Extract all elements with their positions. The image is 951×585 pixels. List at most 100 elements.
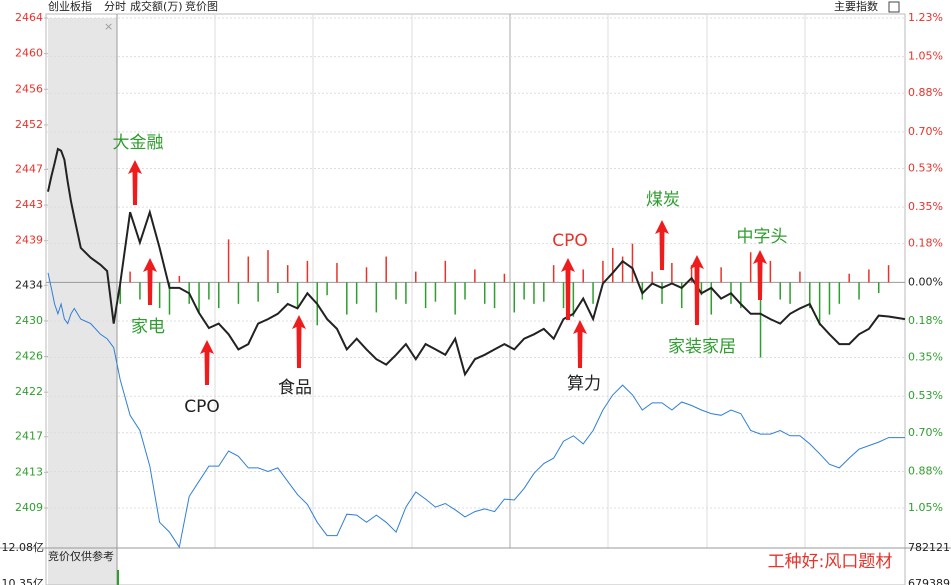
change-bar <box>158 282 161 309</box>
change-bar <box>365 267 368 283</box>
volume-stub <box>117 570 119 585</box>
y-tick-label: 2422 <box>15 385 43 398</box>
change-bar <box>789 282 791 304</box>
arrow <box>200 340 214 385</box>
y2-tick-label: 0.00% <box>908 275 943 288</box>
change-bar <box>848 273 850 283</box>
change-bar <box>208 282 210 300</box>
y-tick-label: 2413 <box>15 465 43 478</box>
change-bar <box>759 282 762 358</box>
annotation: 家电 <box>131 317 165 337</box>
change-bar <box>415 271 417 283</box>
arrow <box>128 160 142 205</box>
change-bar <box>168 282 171 315</box>
volume-label: 10.35亿 <box>2 577 45 585</box>
annotation: CPO <box>552 231 588 251</box>
change-bar <box>799 271 801 283</box>
arrow <box>573 320 587 368</box>
y2-tick-label: 0.18% <box>908 314 943 327</box>
change-bar <box>720 267 722 283</box>
arrow <box>690 255 704 325</box>
y2-tick-label: 0.18% <box>908 237 943 250</box>
change-bar <box>680 282 683 309</box>
change-bar <box>769 260 772 283</box>
change-bar <box>612 247 614 283</box>
change-bar <box>355 282 358 304</box>
annotation: 食品 <box>278 378 312 398</box>
vertical-grid <box>116 14 806 585</box>
change-bar <box>277 282 279 294</box>
y-tick-label: 2409 <box>15 501 43 514</box>
change-bar <box>178 275 181 283</box>
change-bar <box>139 282 141 300</box>
change-bar <box>257 282 259 302</box>
change-bar <box>740 282 742 309</box>
y2-tick-label: 0.88% <box>908 86 943 99</box>
change-bar <box>296 282 299 309</box>
change-bar <box>602 260 604 283</box>
change-bar <box>779 282 781 300</box>
y2-tick-label: 1.23% <box>908 11 943 24</box>
header-tab[interactable]: 分时 <box>104 0 126 13</box>
arrow <box>143 258 157 305</box>
change-bar <box>513 282 516 313</box>
y2-tick-label: 1.05% <box>908 501 943 514</box>
change-bar <box>828 282 831 315</box>
change-bar <box>385 256 387 283</box>
change-bar <box>503 273 506 283</box>
volume-label: 12.08亿 <box>2 541 45 554</box>
volume-label: 782121 <box>908 541 950 554</box>
auction-note: 竞价仅供参考 <box>48 549 114 563</box>
y-tick-label: 2456 <box>15 82 43 95</box>
y-tick-label: 2430 <box>15 314 43 327</box>
change-bar <box>247 256 250 283</box>
change-bar <box>375 282 378 313</box>
change-bar <box>454 282 456 315</box>
y2-tick-label: 0.35% <box>908 351 943 364</box>
change-bar <box>710 282 713 315</box>
volume-label: 679389 <box>908 577 950 585</box>
change-bar <box>671 263 673 283</box>
change-bar <box>326 282 328 296</box>
change-bar <box>483 282 486 304</box>
y-tick-label: 2452 <box>15 118 43 131</box>
change-bar <box>552 265 555 283</box>
change-bar <box>129 271 131 283</box>
change-bar <box>592 282 594 304</box>
plot-frame <box>45 13 906 585</box>
change-bar <box>306 260 309 283</box>
change-bar <box>395 282 397 300</box>
change-bar <box>858 282 860 300</box>
change-bar <box>621 256 624 283</box>
change-bar <box>493 282 496 309</box>
change-bar <box>523 282 525 300</box>
change-bar <box>877 282 880 294</box>
change-bar <box>217 282 220 309</box>
panel-icon[interactable] <box>888 1 900 13</box>
change-bar <box>631 243 634 283</box>
annotation: 算力 <box>567 374 601 394</box>
arrow <box>753 250 767 300</box>
change-bar <box>444 260 447 283</box>
change-bar <box>119 282 121 304</box>
change-bar <box>267 250 269 283</box>
change-bar <box>336 263 338 283</box>
close-icon[interactable]: × <box>104 20 113 33</box>
y-tick-label: 2426 <box>15 350 43 363</box>
index-button[interactable]: 主要指数 <box>834 0 878 13</box>
change-bar <box>237 282 240 304</box>
annotation: 大金融 <box>113 133 164 153</box>
annotation: 煤炭 <box>646 190 680 210</box>
y2-tick-label: 0.35% <box>908 200 943 213</box>
header-tab[interactable]: 成交额(万) <box>130 0 183 13</box>
y2-tick-label: 0.70% <box>908 125 943 138</box>
y-tick-label: 2417 <box>15 430 43 443</box>
change-bar <box>582 269 584 283</box>
header-tab[interactable]: 竞价图 <box>185 0 218 13</box>
change-bar <box>661 282 663 304</box>
price-line <box>47 147 906 377</box>
change-bar <box>198 282 200 313</box>
change-bar <box>809 282 811 309</box>
arrow <box>655 220 669 270</box>
y-tick-label: 2447 <box>15 162 43 175</box>
